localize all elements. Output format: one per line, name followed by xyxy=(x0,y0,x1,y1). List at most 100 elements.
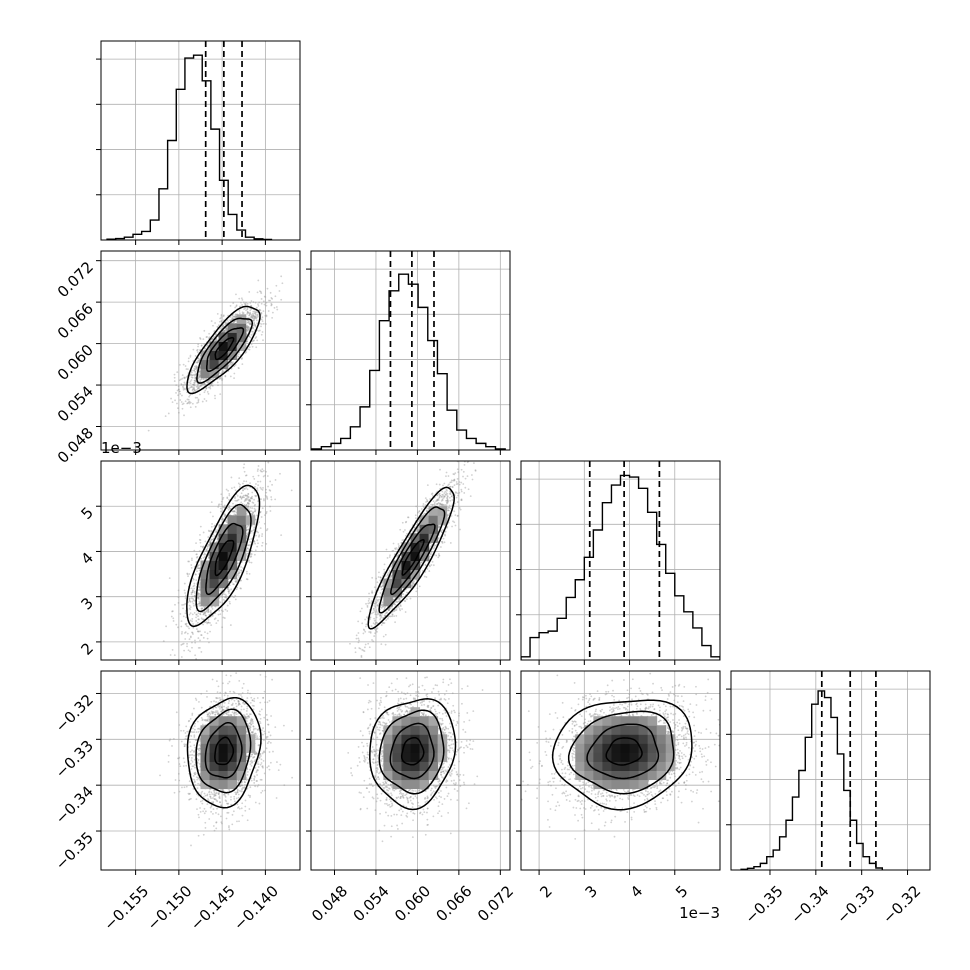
scatter-point xyxy=(246,311,249,314)
scatter-point xyxy=(247,505,250,508)
scatter-point xyxy=(260,318,263,321)
scatter-point xyxy=(241,311,244,314)
scatter-point xyxy=(187,357,190,360)
scatter-point xyxy=(280,534,283,537)
scatter-point xyxy=(194,654,197,657)
scatter-point xyxy=(267,485,269,488)
scatter-point xyxy=(197,401,200,404)
scatter-point xyxy=(190,385,193,388)
scatter-point xyxy=(237,572,240,575)
scatter-point xyxy=(183,414,185,417)
scatter-point xyxy=(191,595,194,598)
scatter-point xyxy=(256,291,259,294)
scatter-point xyxy=(262,486,264,489)
scatter-point xyxy=(246,329,249,332)
scatter-point xyxy=(226,610,229,612)
scatter-point xyxy=(198,583,201,586)
scatter-point xyxy=(187,625,189,628)
scatter-point xyxy=(243,470,246,473)
scatter-point xyxy=(235,500,238,502)
scatter-point xyxy=(169,654,172,656)
scatter-point xyxy=(224,596,226,599)
scatter-point xyxy=(221,626,224,629)
scatter-point xyxy=(198,594,201,597)
scatter-point xyxy=(263,452,265,454)
scatter-point xyxy=(211,530,213,533)
panel-1-1 xyxy=(306,250,511,455)
scatter-point xyxy=(255,319,258,322)
scatter-point xyxy=(266,528,269,530)
scatter-point xyxy=(224,608,227,611)
scatter-point xyxy=(188,402,191,405)
scatter-point xyxy=(182,642,185,645)
scatter-point xyxy=(204,389,207,392)
scatter-point xyxy=(260,292,263,295)
scatter-point xyxy=(195,613,198,616)
scatter-point xyxy=(234,510,236,513)
scatter-point xyxy=(250,333,253,336)
scatter-point xyxy=(247,321,250,323)
scatter-point xyxy=(196,348,199,351)
scatter-point xyxy=(171,648,174,651)
scatter-point xyxy=(262,339,264,342)
scatter-point xyxy=(259,309,262,312)
scatter-point xyxy=(261,488,264,491)
scatter-point xyxy=(259,453,261,455)
scatter-point xyxy=(181,643,184,646)
scatter-point xyxy=(182,385,184,388)
scatter-point xyxy=(253,315,255,318)
scatter-point xyxy=(207,536,210,538)
scatter-point xyxy=(174,603,176,606)
scatter-point xyxy=(234,598,237,601)
scatter-point xyxy=(211,522,213,525)
scatter-point xyxy=(275,306,278,308)
scatter-point xyxy=(229,602,231,605)
scatter-point xyxy=(221,378,224,380)
density-cell xyxy=(200,569,211,580)
scatter-point xyxy=(211,337,214,340)
scatter-point xyxy=(180,625,183,628)
scatter-point xyxy=(207,608,209,611)
scatter-point xyxy=(202,613,205,615)
panel-frame xyxy=(310,250,511,451)
scatter-point xyxy=(231,316,234,319)
scatter-point xyxy=(215,622,218,625)
scatter-point xyxy=(195,561,198,563)
scatter-point xyxy=(243,302,246,305)
scatter-point xyxy=(268,489,271,491)
scatter-point xyxy=(252,324,255,327)
scatter-point xyxy=(177,589,180,592)
scatter-point xyxy=(262,322,265,325)
histogram-step xyxy=(311,273,506,450)
scatter-point xyxy=(197,374,200,377)
density-cell xyxy=(236,515,247,525)
scatter-point xyxy=(217,384,219,387)
scatter-point xyxy=(238,572,241,574)
scatter-point xyxy=(229,624,232,626)
scatter-point xyxy=(233,513,236,516)
scatter-point xyxy=(251,316,254,319)
scatter-point xyxy=(201,383,204,386)
scatter-point xyxy=(247,312,250,314)
scatter-point xyxy=(233,315,236,318)
scatter-point xyxy=(203,347,206,350)
scatter-point xyxy=(212,515,214,518)
scatter-point xyxy=(207,619,210,621)
scatter-point xyxy=(244,304,247,306)
scatter-point xyxy=(209,540,211,543)
scatter-point xyxy=(207,621,210,624)
scatter-point xyxy=(235,581,238,584)
scatter-point xyxy=(183,387,186,390)
scatter-point xyxy=(204,631,206,634)
scatter-point xyxy=(198,602,201,605)
scatter-point xyxy=(201,607,204,610)
scatter-point xyxy=(221,325,224,328)
scatter-point xyxy=(197,592,200,594)
scatter-point xyxy=(249,316,252,318)
scatter-point xyxy=(235,305,238,308)
scatter-point xyxy=(189,374,192,377)
scatter-point xyxy=(191,559,193,562)
scatter-point xyxy=(205,387,208,390)
scatter-point xyxy=(210,501,213,503)
scatter-point xyxy=(255,336,258,338)
